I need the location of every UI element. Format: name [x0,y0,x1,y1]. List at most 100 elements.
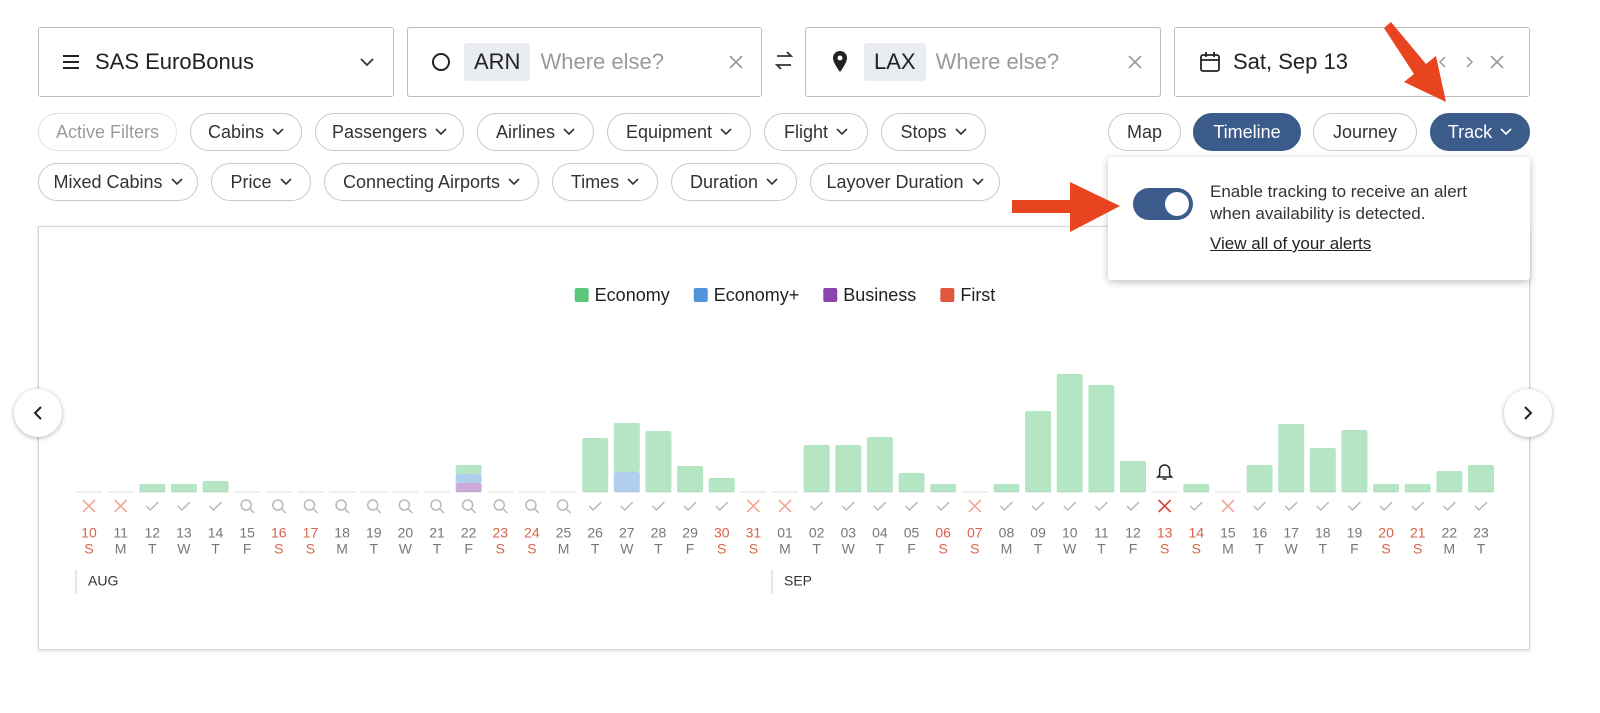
legend-label: First [960,285,995,305]
filter-button[interactable]: Connecting Airports [324,163,539,201]
filter-button[interactable]: Track [1430,113,1530,151]
filter-button[interactable]: Layover Duration [810,163,1000,201]
prev-button[interactable] [14,389,62,437]
filter-button[interactable]: Equipment [607,113,751,151]
status-icon [177,501,191,512]
status-icon [525,499,540,514]
legend-label: Economy+ [714,285,800,305]
destination-input[interactable]: LAX Where else? [805,27,1161,97]
search-icon [303,499,316,511]
timeline-panel: Economy Economy+ Business First 10 S 11 M 12 T 13 W… [38,226,1530,650]
search-handle [376,508,382,514]
weekday-label: T [654,541,663,557]
weekday-label: S [1160,541,1169,557]
program-select[interactable]: SAS EuroBonus [38,27,394,97]
day-label: 15 [1220,525,1236,541]
legend-label: Business [843,285,916,305]
status-icon [683,501,697,512]
swap-icon[interactable] [774,50,794,72]
filter-button[interactable]: Price [211,163,311,201]
filter-button[interactable]: Stops [881,113,986,151]
no-icon [968,499,982,513]
no-icon [778,499,792,513]
chevron [766,178,778,186]
filter-button[interactable]: Duration [671,163,797,201]
check-icon [1094,501,1108,512]
check-icon [651,501,665,512]
weekday-label: W [1285,541,1299,557]
weekday-label: S [749,541,758,557]
date-nav[interactable] [1439,54,1511,70]
bar-segment [1088,385,1115,492]
chevron [170,178,183,186]
day-label: 17 [1283,525,1299,541]
status-icon [1094,501,1108,512]
bar-segment [455,483,482,492]
status-icon [873,501,887,512]
filter-button[interactable]: Cabins [190,113,302,151]
day-label: 10 [1062,525,1078,541]
chevron [272,128,284,136]
check-icon [810,501,824,512]
pin-icon [833,51,847,72]
bar-segment [645,431,672,492]
next-button[interactable] [1504,389,1552,437]
weekday-label: W [399,541,413,557]
origin-placeholder: Where else? [540,49,664,74]
next-icon [1524,406,1533,420]
date-input[interactable]: Sat, Sep 13 [1174,27,1530,97]
bar-segment [930,484,957,492]
status-icon [1158,499,1172,513]
chevron [279,178,292,186]
status-icon [778,499,792,513]
filter-button[interactable]: Passengers [315,113,464,151]
filter-button[interactable]: Journey [1313,113,1417,151]
status-icon [810,501,824,512]
filter-button[interactable]: Flight [764,113,868,151]
button-label: Cabins [207,121,265,142]
bar-segment [1120,461,1146,492]
status-icon [1379,501,1393,512]
destination-placeholder: Where else? [935,49,1060,74]
day-label: 10 [81,525,97,541]
button-label: Flight [783,121,828,142]
tracking-toggle[interactable] [1132,187,1194,221]
bar-segment [1404,484,1431,492]
chevron [435,128,447,136]
weekday-label: S [939,541,948,557]
day-label: 13 [176,525,192,541]
filter-button[interactable]: Mixed Cabins [38,163,198,201]
day-label: 13 [1157,525,1173,541]
filter-button[interactable]: Active Filters [38,113,177,151]
weekday-label: S [84,541,93,557]
weekday-label: S [274,541,283,557]
search-icon [240,499,252,511]
filter-button[interactable]: Times [552,163,658,201]
clear-icon[interactable] [729,55,743,69]
weekday-label: F [243,541,252,557]
alerts-link[interactable]: View all of your alerts [1210,234,1372,253]
filter-button[interactable]: Map [1108,113,1181,151]
chevron [971,178,984,186]
weekday-label: T [1477,541,1486,557]
clear-icon[interactable] [1128,55,1142,69]
day-label: 04 [872,525,888,541]
day-label: 21 [1410,525,1426,541]
day-label: 08 [999,525,1015,541]
filter-button[interactable]: Timeline [1193,113,1301,151]
bar-segment [1468,465,1494,492]
weekday-label: S [1381,541,1390,557]
weekday-label: S [1192,541,1201,557]
search-icon [525,499,537,511]
weekday-label: F [907,541,916,557]
filter-button[interactable]: Airlines [477,113,594,151]
origin-input[interactable]: ARN Where else? [407,27,762,97]
check-icon [1474,501,1488,512]
day-label: 12 [1125,525,1141,541]
status-icon [303,499,318,514]
bar-segment [613,423,640,472]
day-label: 20 [1378,525,1394,541]
legend-swatch [940,288,955,302]
chevron [836,128,848,136]
day-label: 14 [1188,525,1204,541]
